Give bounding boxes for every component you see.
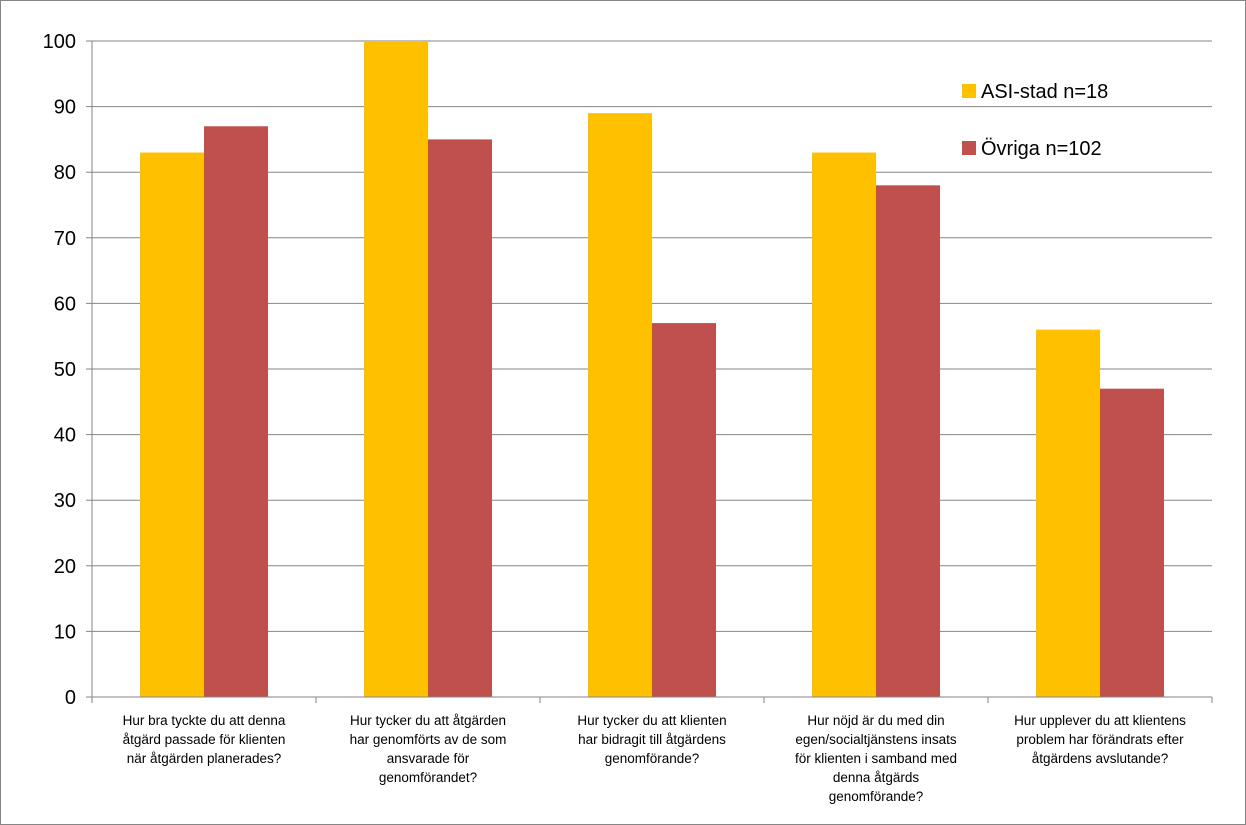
y-tick-label: 10 (54, 621, 76, 643)
bar-ovriga-5 (1100, 389, 1164, 697)
category-label-2: Hur tycker du att åtgärden har genomförts… (350, 713, 507, 785)
bar-ovriga-4 (876, 185, 940, 697)
y-tick-label: 40 (54, 425, 76, 447)
y-tick-labels: 0 10 20 30 40 50 60 70 80 90 100 (43, 31, 76, 709)
bar-asi-stad-2 (364, 41, 428, 697)
legend-label-ovriga: Övriga n=102 (981, 138, 1102, 160)
y-tick-label: 90 (54, 97, 76, 119)
bar-asi-stad-4 (812, 153, 876, 697)
y-tick-label: 100 (43, 31, 76, 53)
bar-asi-stad-1 (140, 153, 204, 697)
category-label-3: Hur tycker du att klienten har bidragit t… (577, 713, 726, 766)
bar-ovriga-3 (652, 323, 716, 697)
y-tick-label: 70 (54, 228, 76, 250)
y-tick-label: 20 (54, 556, 76, 578)
y-tick-label: 50 (54, 359, 76, 381)
y-tick-label: 80 (54, 162, 76, 184)
bar-asi-stad-3 (588, 113, 652, 697)
bar-ovriga-2 (428, 139, 492, 697)
legend: ASI-stad n=18 Övriga n=102 (962, 81, 1108, 160)
legend-swatch-ovriga (962, 141, 976, 155)
category-label-1: Hur bra tyckte du att denna åtgärd passad… (123, 713, 286, 766)
category-labels: Hur bra tyckte du att denna åtgärd passad… (123, 713, 1187, 804)
y-tick-label: 0 (65, 687, 76, 709)
bar-asi-stad-5 (1036, 330, 1100, 697)
legend-swatch-asi-stad (962, 84, 976, 98)
bar-ovriga-1 (204, 126, 268, 697)
category-label-5: Hur upplever du att klientens problem har… (1014, 713, 1186, 766)
category-label-4: Hur nöjd är du med din egen/socialtjänste… (795, 713, 957, 804)
legend-label-asi-stad: ASI-stad n=18 (981, 81, 1108, 103)
y-tick-label: 60 (54, 293, 76, 315)
y-tick-label: 30 (54, 490, 76, 512)
